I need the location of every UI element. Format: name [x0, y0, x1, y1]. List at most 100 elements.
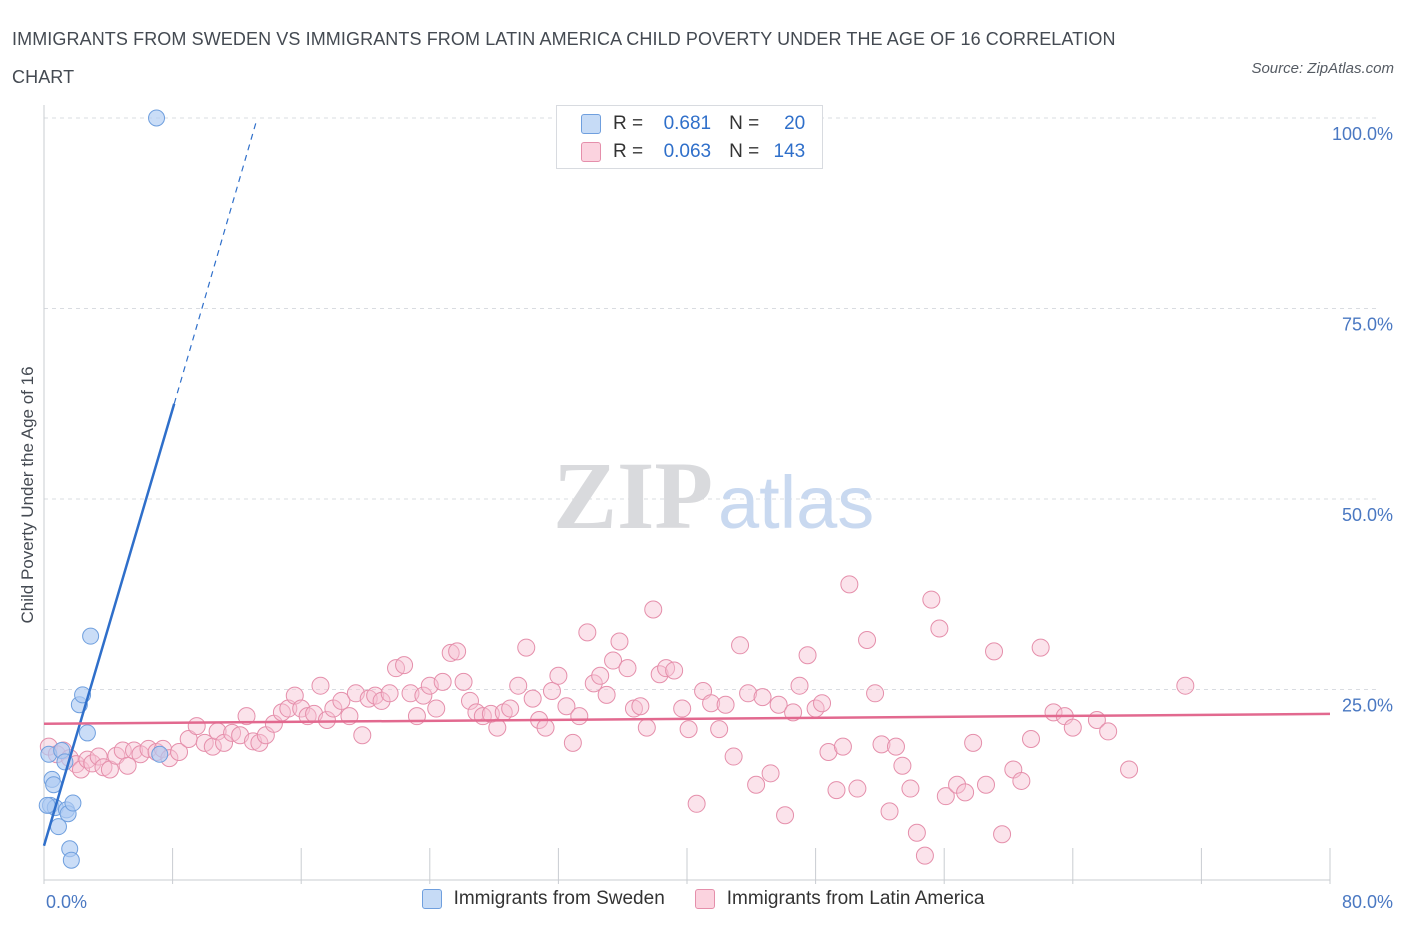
- data-point-latam: [848, 779, 867, 798]
- trend-line-latam: [43, 712, 1331, 726]
- data-point-latam: [250, 733, 269, 752]
- data-point-latam: [858, 630, 877, 649]
- data-point-sweden: [62, 851, 80, 869]
- legend-n-label: N =: [729, 141, 760, 162]
- data-point-latam: [644, 600, 663, 619]
- data-point-latam: [604, 651, 623, 670]
- legend-r-label: R =: [613, 141, 644, 162]
- data-point-latam: [702, 694, 721, 713]
- data-point-sweden: [151, 745, 169, 763]
- data-point-latam: [414, 686, 433, 705]
- legend-row-sweden: R = 0.681 N = 20: [557, 110, 805, 138]
- legend-item-latam[interactable]: Immigrants from Latin America: [694, 888, 984, 910]
- data-point-latam: [570, 707, 589, 726]
- data-point-latam: [380, 684, 399, 703]
- data-point-latam: [1063, 718, 1082, 737]
- data-point-latam: [536, 718, 555, 737]
- data-point-latam: [922, 590, 941, 609]
- data-point-latam: [985, 642, 1004, 661]
- y-tick-label: 50.0%: [1342, 505, 1393, 525]
- data-point-latam: [886, 737, 905, 756]
- legend-r-label: R =: [613, 113, 644, 134]
- data-point-latam: [716, 695, 735, 714]
- latam-series: [39, 575, 1195, 865]
- data-point-latam: [488, 718, 507, 737]
- data-point-latam: [118, 756, 137, 775]
- data-point-latam: [872, 735, 891, 754]
- correlation-legend: R = 0.681 N = 20 R = 0.063 N = 143: [556, 105, 823, 169]
- data-point-latam: [454, 672, 473, 691]
- data-point-latam: [584, 674, 603, 693]
- data-point-latam: [747, 775, 766, 794]
- legend-swatch-sweden: [581, 114, 601, 134]
- data-point-latam: [930, 619, 949, 638]
- legend-n-value: 143: [773, 141, 806, 162]
- data-point-latam: [956, 783, 975, 802]
- data-point-latam: [687, 794, 706, 813]
- data-point-latam: [187, 717, 206, 736]
- data-point-latam: [317, 710, 336, 729]
- data-point-latam: [563, 733, 582, 752]
- legend-swatch-latam: [581, 142, 601, 162]
- data-point-latam: [448, 642, 467, 661]
- tick-labels: 25.0% 50.0% 75.0% 100.0% 0.0% 80.0%: [46, 124, 1393, 912]
- data-point-latam: [523, 689, 542, 708]
- data-point-latam: [866, 684, 885, 703]
- data-point-latam: [517, 638, 536, 657]
- legend-n-value: 20: [784, 113, 806, 134]
- data-point-latam: [597, 685, 616, 704]
- data-point-latam: [798, 646, 817, 665]
- data-point-latam: [83, 754, 102, 773]
- data-point-sweden: [82, 627, 100, 645]
- y-tick-label: 75.0%: [1342, 315, 1393, 335]
- data-point-latam: [833, 737, 852, 756]
- data-point-latam: [813, 694, 832, 713]
- data-point-latam: [679, 720, 698, 739]
- data-point-latam: [460, 691, 479, 710]
- data-point-latam: [395, 656, 414, 675]
- data-point-latam: [993, 825, 1012, 844]
- data-point-latam: [311, 676, 330, 695]
- data-point-latam: [964, 733, 983, 752]
- y-tick-label: 100.0%: [1332, 124, 1393, 144]
- data-point-latam: [915, 846, 934, 865]
- watermark-zip: ZIP: [553, 442, 713, 549]
- data-point-latam: [509, 676, 528, 695]
- trend-line-sweden-extension: [173, 121, 257, 404]
- data-point-latam: [1012, 771, 1031, 790]
- grid-lines: [44, 117, 1380, 690]
- data-point-latam: [427, 699, 446, 718]
- data-point-latam: [1120, 760, 1139, 779]
- data-point-latam: [901, 779, 920, 798]
- data-point-latam: [753, 688, 772, 707]
- trend-line-sweden: [42, 403, 176, 847]
- data-point-latam: [724, 747, 743, 766]
- data-point-latam: [936, 787, 955, 806]
- data-point-sweden: [148, 109, 166, 127]
- data-point-sweden: [38, 796, 56, 814]
- data-point-latam: [907, 823, 926, 842]
- series-legend: Immigrants from Sweden Immigrants from L…: [0, 888, 1406, 910]
- x-tick-label: 80.0%: [1342, 892, 1393, 912]
- data-point-sweden: [64, 794, 82, 812]
- data-point-latam: [591, 666, 610, 685]
- data-point-latam: [631, 697, 650, 716]
- source-label: Source: ZipAtlas.com: [1251, 60, 1394, 77]
- chart-title: IMMIGRANTS FROM SWEDEN VS IMMIGRANTS FRO…: [12, 29, 1116, 87]
- data-point-latam: [784, 703, 803, 722]
- data-point-latam: [441, 643, 460, 662]
- data-point-latam: [673, 699, 692, 718]
- legend-item-sweden[interactable]: Immigrants from Sweden: [421, 888, 665, 910]
- data-point-latam: [710, 720, 729, 739]
- data-point-latam: [776, 806, 795, 825]
- data-point-latam: [618, 659, 637, 678]
- watermark-atlas: atlas: [718, 461, 874, 544]
- data-point-latam: [542, 682, 561, 701]
- data-point-latam: [1099, 722, 1118, 741]
- data-point-latam: [1022, 730, 1041, 749]
- data-point-latam: [549, 666, 568, 685]
- data-point-latam: [769, 695, 788, 714]
- trend-lines: [42, 121, 1331, 847]
- legend-r-value: 0.681: [663, 113, 712, 134]
